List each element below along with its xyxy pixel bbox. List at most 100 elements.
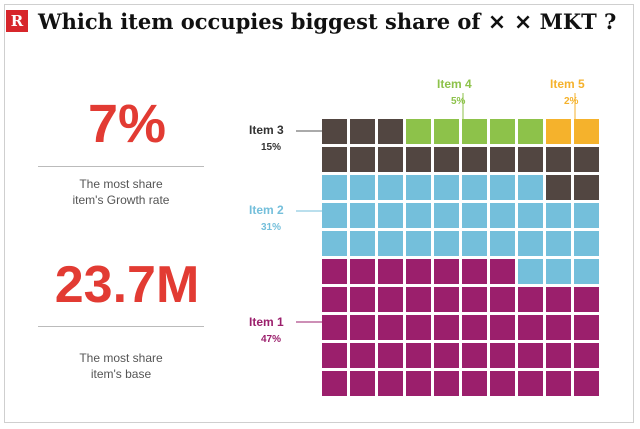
waffle-cell-item-1 (462, 287, 487, 312)
waffle-cell-item-2 (574, 203, 599, 228)
waffle-cell-item-1 (434, 371, 459, 396)
waffle-cell-item-3 (546, 175, 571, 200)
waffle-cell-item-2 (490, 175, 515, 200)
waffle-cell-item-3 (378, 119, 403, 144)
series-share-item-5: 2% (564, 96, 579, 107)
waffle-cell-item-2 (378, 175, 403, 200)
waffle-cell-item-2 (322, 203, 347, 228)
waffle-cell-item-1 (350, 315, 375, 340)
waffle-cell-item-2 (574, 259, 599, 284)
waffle-cell-item-2 (462, 231, 487, 256)
waffle-cell-item-1 (350, 343, 375, 368)
waffle-cell-item-1 (518, 315, 543, 340)
waffle-cell-item-1 (574, 371, 599, 396)
waffle-cell-item-4 (490, 119, 515, 144)
waffle-cell-item-1 (378, 343, 403, 368)
growth-rate-label-line2: item's Growth rate (72, 193, 170, 207)
waffle-cell-item-1 (490, 259, 515, 284)
waffle-cell-item-2 (406, 231, 431, 256)
waffle-cell-item-1 (378, 287, 403, 312)
waffle-cell-item-3 (350, 147, 375, 172)
waffle-cell-item-5 (574, 119, 599, 144)
waffle-cell-item-3 (546, 147, 571, 172)
waffle-cell-item-1 (406, 343, 431, 368)
growth-rate-value: 7% (87, 94, 167, 154)
waffle-cell-item-1 (462, 315, 487, 340)
waffle-cell-item-1 (518, 371, 543, 396)
growth-rate-label-line1: The most share (79, 177, 163, 191)
divider (38, 166, 204, 167)
waffle-cell-item-1 (378, 259, 403, 284)
waffle-cell-item-2 (378, 203, 403, 228)
series-label-item-3: Item 3 (249, 123, 284, 137)
waffle-cell-item-1 (406, 287, 431, 312)
waffle-cell-item-3 (462, 147, 487, 172)
waffle-cell-item-3 (434, 147, 459, 172)
waffle-cell-item-2 (546, 203, 571, 228)
divider (38, 326, 204, 327)
title-text-end: MKT ? (532, 9, 617, 34)
waffle-cell-item-1 (378, 371, 403, 396)
waffle-cell-item-2 (546, 231, 571, 256)
waffle-cell-item-1 (490, 315, 515, 340)
chart-frame (4, 4, 634, 423)
waffle-cell-item-1 (350, 259, 375, 284)
waffle-cell-item-1 (434, 343, 459, 368)
waffle-cell-item-1 (434, 259, 459, 284)
waffle-cell-item-2 (322, 175, 347, 200)
waffle-cell-item-2 (518, 259, 543, 284)
series-label-item-2: Item 2 (249, 203, 284, 217)
series-label-item-1: Item 1 (249, 315, 284, 329)
waffle-cell-item-1 (490, 343, 515, 368)
waffle-cell-item-3 (322, 119, 347, 144)
waffle-cell-item-2 (462, 203, 487, 228)
waffle-cell-item-2 (406, 175, 431, 200)
waffle-cell-item-2 (518, 175, 543, 200)
waffle-cell-item-1 (490, 371, 515, 396)
base-label-line1: The most share (79, 351, 163, 365)
title-text-start: Which item occupies biggest share of (38, 9, 488, 34)
waffle-cell-item-2 (518, 203, 543, 228)
waffle-cell-item-1 (322, 371, 347, 396)
waffle-cell-item-3 (406, 147, 431, 172)
waffle-cell-item-2 (350, 175, 375, 200)
series-label-item-5: Item 5 (550, 77, 585, 91)
waffle-cell-item-2 (462, 175, 487, 200)
waffle-cell-item-4 (518, 119, 543, 144)
waffle-cell-item-1 (518, 343, 543, 368)
waffle-cell-item-1 (546, 371, 571, 396)
waffle-cell-item-2 (350, 203, 375, 228)
waffle-cell-item-3 (378, 147, 403, 172)
waffle-cell-item-1 (434, 315, 459, 340)
waffle-cell-item-1 (518, 287, 543, 312)
waffle-cell-item-1 (322, 287, 347, 312)
waffle-cell-item-1 (490, 287, 515, 312)
waffle-cell-item-2 (518, 231, 543, 256)
waffle-cell-item-1 (574, 287, 599, 312)
waffle-cell-item-1 (434, 287, 459, 312)
waffle-cell-item-3 (322, 147, 347, 172)
page-title: Which item occupies biggest share of × ×… (38, 9, 638, 35)
waffle-cell-item-2 (322, 231, 347, 256)
waffle-cell-item-1 (574, 343, 599, 368)
waffle-cell-item-1 (406, 371, 431, 396)
waffle-cell-item-1 (322, 259, 347, 284)
waffle-cell-item-2 (406, 203, 431, 228)
waffle-cell-item-1 (350, 287, 375, 312)
waffle-cell-item-2 (434, 175, 459, 200)
waffle-cell-item-2 (574, 231, 599, 256)
waffle-cell-item-4 (434, 119, 459, 144)
waffle-cell-item-2 (378, 231, 403, 256)
waffle-cell-item-3 (574, 147, 599, 172)
waffle-cell-item-1 (462, 259, 487, 284)
base-label: The most share item's base (38, 350, 204, 382)
waffle-cell-item-2 (434, 203, 459, 228)
waffle-cell-item-5 (546, 119, 571, 144)
waffle-cell-item-2 (490, 231, 515, 256)
waffle-cell-item-1 (574, 315, 599, 340)
waffle-cell-item-1 (322, 315, 347, 340)
waffle-cell-item-1 (462, 371, 487, 396)
series-share-item-2: 31% (261, 222, 282, 233)
waffle-cell-item-4 (462, 119, 487, 144)
